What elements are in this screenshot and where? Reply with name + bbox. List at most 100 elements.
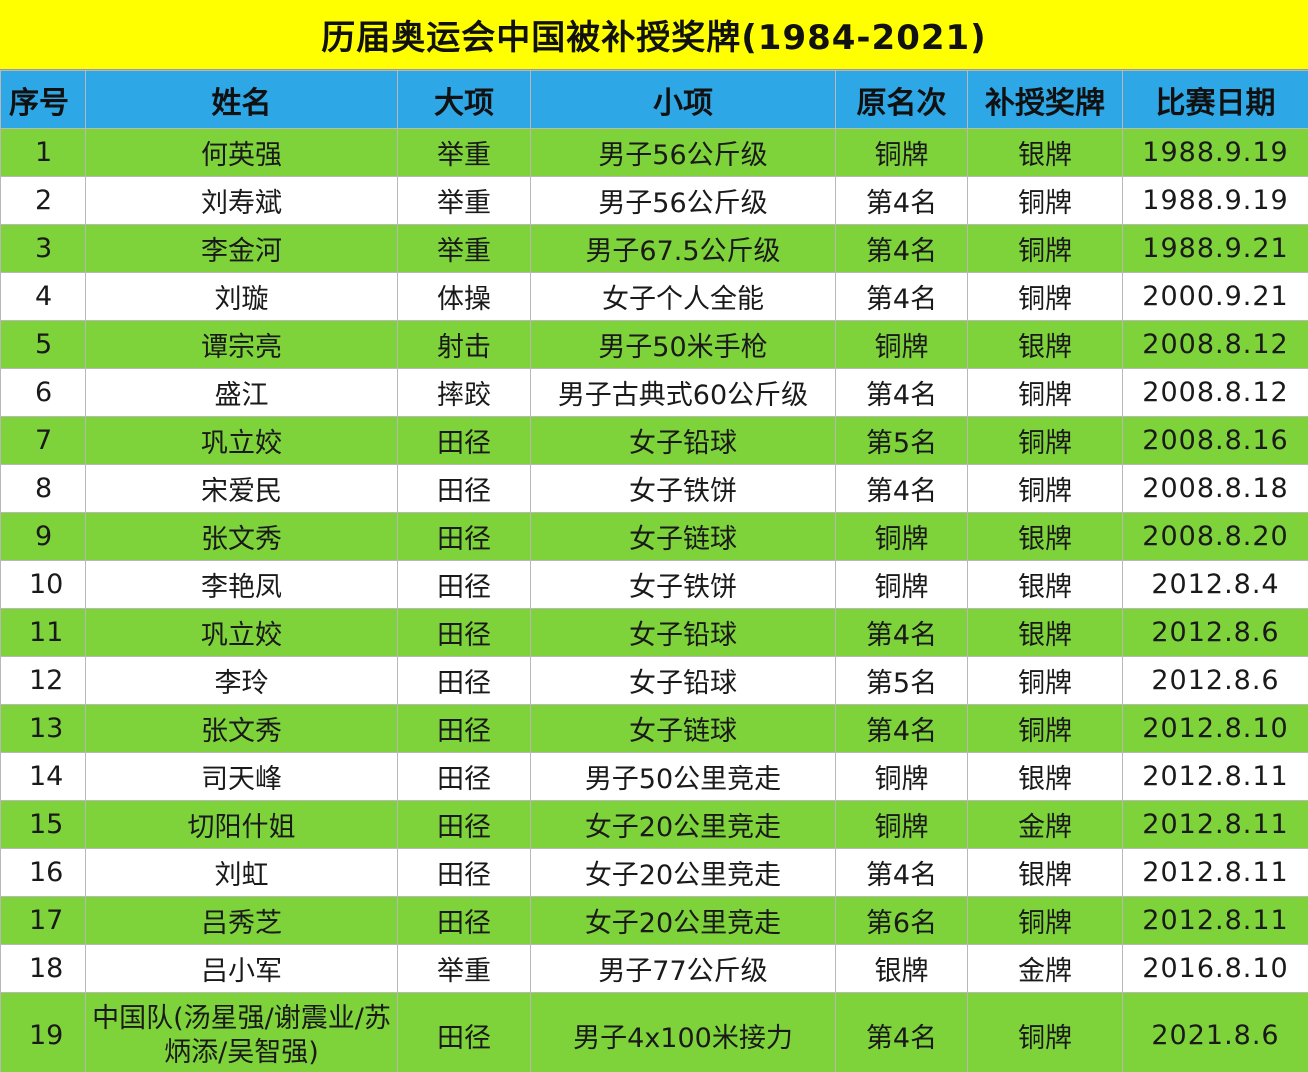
- cell-name: 巩立姣: [85, 416, 398, 465]
- header-original-rank: 原名次: [835, 70, 968, 129]
- table-row: 3 李金河 举重 男子67.5公斤级 第4名 铜牌 1988.9.21: [0, 224, 1308, 273]
- cell-sport: 举重: [397, 944, 531, 993]
- cell-sport: 摔跤: [397, 368, 531, 417]
- table-row: 18 吕小军 举重 男子77公斤级 银牌 金牌 2016.8.10: [0, 944, 1308, 993]
- cell-index: 12: [0, 656, 86, 705]
- cell-sport: 田径: [397, 896, 531, 945]
- cell-date: 2012.8.6: [1122, 608, 1308, 657]
- cell-name: 谭宗亮: [85, 320, 398, 369]
- cell-date: 1988.9.19: [1122, 176, 1308, 225]
- cell-index: 3: [0, 224, 86, 273]
- cell-date: 2021.8.6: [1122, 992, 1308, 1072]
- cell-name: 刘寿斌: [85, 176, 398, 225]
- cell-name: 巩立姣: [85, 608, 398, 657]
- cell-event: 男子50公里竞走: [530, 752, 836, 801]
- cell-original-rank: 第4名: [835, 368, 968, 417]
- cell-original-rank: 第4名: [835, 848, 968, 897]
- cell-name: 宋爱民: [85, 464, 398, 513]
- cell-awarded-medal: 铜牌: [967, 224, 1123, 273]
- cell-awarded-medal: 银牌: [967, 320, 1123, 369]
- cell-date: 2008.8.12: [1122, 320, 1308, 369]
- cell-event: 女子个人全能: [530, 272, 836, 321]
- cell-sport: 举重: [397, 224, 531, 273]
- cell-sport: 田径: [397, 416, 531, 465]
- cell-index: 10: [0, 560, 86, 609]
- cell-awarded-medal: 银牌: [967, 128, 1123, 177]
- cell-original-rank: 铜牌: [835, 752, 968, 801]
- cell-event: 女子铅球: [530, 656, 836, 705]
- table-row: 16 刘虹 田径 女子20公里竞走 第4名 银牌 2012.8.11: [0, 848, 1308, 897]
- cell-date: 2000.9.21: [1122, 272, 1308, 321]
- cell-event: 男子50米手枪: [530, 320, 836, 369]
- cell-index: 5: [0, 320, 86, 369]
- cell-date: 1988.9.21: [1122, 224, 1308, 273]
- table-row: 9 张文秀 田径 女子链球 铜牌 银牌 2008.8.20: [0, 512, 1308, 561]
- cell-sport: 射击: [397, 320, 531, 369]
- cell-index: 4: [0, 272, 86, 321]
- cell-name: 盛江: [85, 368, 398, 417]
- cell-original-rank: 第5名: [835, 416, 968, 465]
- cell-name: 吕秀芝: [85, 896, 398, 945]
- cell-original-rank: 第5名: [835, 656, 968, 705]
- cell-sport: 田径: [397, 800, 531, 849]
- cell-event: 女子链球: [530, 512, 836, 561]
- header-index: 序号: [0, 70, 86, 129]
- cell-date: 2012.8.4: [1122, 560, 1308, 609]
- cell-original-rank: 铜牌: [835, 560, 968, 609]
- cell-name: 张文秀: [85, 704, 398, 753]
- cell-date: 2008.8.18: [1122, 464, 1308, 513]
- cell-original-rank: 铜牌: [835, 800, 968, 849]
- cell-index: 14: [0, 752, 86, 801]
- table-row: 11 巩立姣 田径 女子铅球 第4名 银牌 2012.8.6: [0, 608, 1308, 657]
- cell-original-rank: 第4名: [835, 992, 968, 1072]
- cell-date: 2016.8.10: [1122, 944, 1308, 993]
- cell-event: 女子铅球: [530, 416, 836, 465]
- cell-index: 2: [0, 176, 86, 225]
- cell-awarded-medal: 铜牌: [967, 656, 1123, 705]
- cell-date: 1988.9.19: [1122, 128, 1308, 177]
- cell-event: 男子4x100米接力: [530, 992, 836, 1072]
- cell-sport: 举重: [397, 128, 531, 177]
- cell-event: 女子铁饼: [530, 560, 836, 609]
- cell-awarded-medal: 铜牌: [967, 992, 1123, 1072]
- cell-date: 2012.8.11: [1122, 848, 1308, 897]
- header-name: 姓名: [85, 70, 398, 129]
- cell-name: 切阳什姐: [85, 800, 398, 849]
- cell-sport: 田径: [397, 608, 531, 657]
- table-row: 6 盛江 摔跤 男子古典式60公斤级 第4名 铜牌 2008.8.12: [0, 368, 1308, 417]
- table-row: 12 李玲 田径 女子铅球 第5名 铜牌 2012.8.6: [0, 656, 1308, 705]
- cell-event: 女子20公里竞走: [530, 800, 836, 849]
- cell-index: 6: [0, 368, 86, 417]
- cell-date: 2008.8.12: [1122, 368, 1308, 417]
- cell-index: 15: [0, 800, 86, 849]
- cell-index: 11: [0, 608, 86, 657]
- cell-awarded-medal: 铜牌: [967, 896, 1123, 945]
- cell-sport: 田径: [397, 848, 531, 897]
- cell-sport: 田径: [397, 656, 531, 705]
- cell-event: 男子56公斤级: [530, 176, 836, 225]
- cell-original-rank: 第4名: [835, 704, 968, 753]
- cell-name: 李金河: [85, 224, 398, 273]
- cell-name: 司天峰: [85, 752, 398, 801]
- cell-sport: 举重: [397, 176, 531, 225]
- table-row: 8 宋爱民 田径 女子铁饼 第4名 铜牌 2008.8.18: [0, 464, 1308, 513]
- table-row: 4 刘璇 体操 女子个人全能 第4名 铜牌 2000.9.21: [0, 272, 1308, 321]
- cell-awarded-medal: 铜牌: [967, 272, 1123, 321]
- cell-awarded-medal: 银牌: [967, 848, 1123, 897]
- header-event: 小项: [530, 70, 836, 129]
- cell-name: 刘璇: [85, 272, 398, 321]
- cell-original-rank: 铜牌: [835, 512, 968, 561]
- cell-awarded-medal: 金牌: [967, 944, 1123, 993]
- cell-awarded-medal: 金牌: [967, 800, 1123, 849]
- table-row: 5 谭宗亮 射击 男子50米手枪 铜牌 银牌 2008.8.12: [0, 320, 1308, 369]
- cell-awarded-medal: 银牌: [967, 752, 1123, 801]
- cell-date: 2012.8.11: [1122, 896, 1308, 945]
- cell-awarded-medal: 银牌: [967, 560, 1123, 609]
- cell-date: 2012.8.11: [1122, 800, 1308, 849]
- table-row: 17 吕秀芝 田径 女子20公里竞走 第6名 铜牌 2012.8.11: [0, 896, 1308, 945]
- header-awarded-medal: 补授奖牌: [967, 70, 1123, 129]
- cell-index: 17: [0, 896, 86, 945]
- cell-sport: 田径: [397, 464, 531, 513]
- cell-index: 19: [0, 992, 86, 1072]
